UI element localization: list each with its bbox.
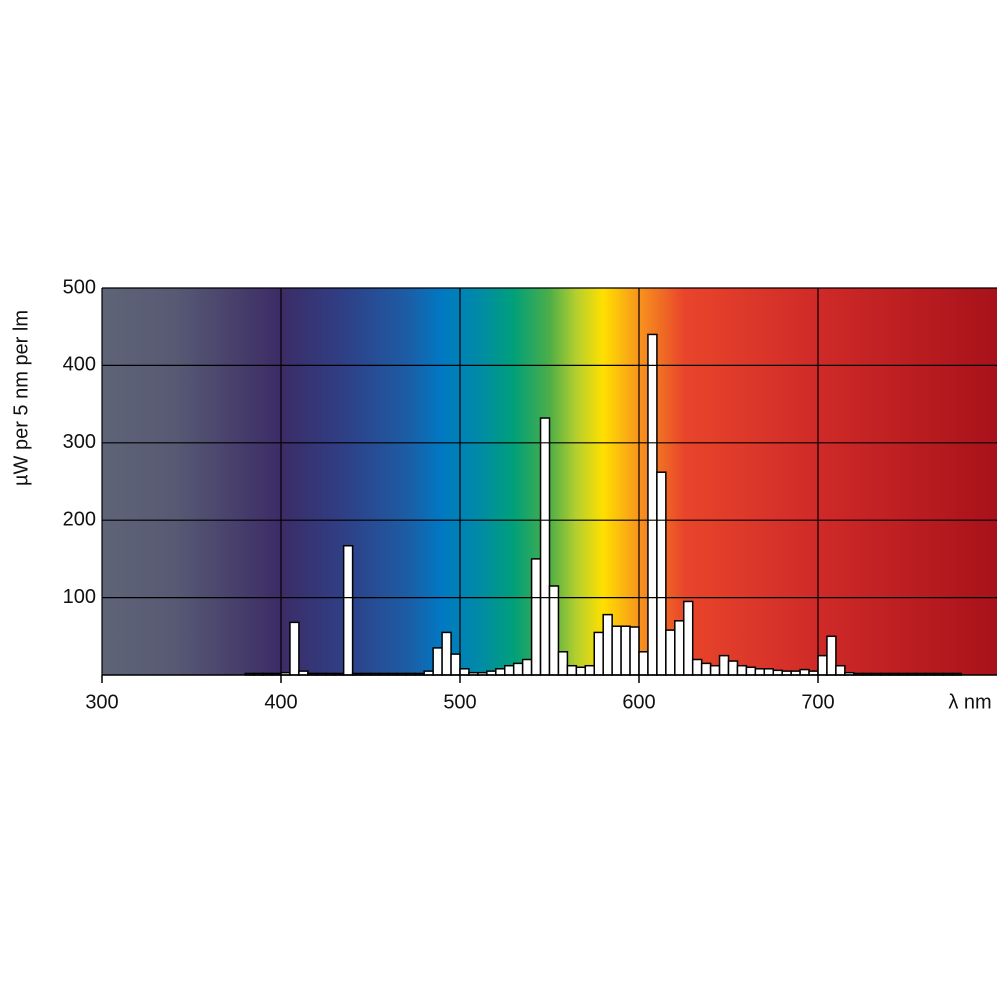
bar <box>727 660 739 676</box>
x-tick-label: 400 <box>264 691 297 713</box>
bar <box>557 651 569 676</box>
bar <box>718 654 730 676</box>
bar <box>441 631 452 676</box>
bar <box>745 666 757 676</box>
bar <box>835 664 846 676</box>
bar <box>289 621 300 676</box>
bar <box>548 585 560 676</box>
bar <box>754 668 766 676</box>
bar <box>521 658 533 676</box>
bar <box>709 664 721 676</box>
y-tick-label: 300 <box>63 431 96 453</box>
bar <box>566 664 578 676</box>
bar <box>512 662 524 676</box>
bar <box>799 668 810 676</box>
bar <box>665 629 676 676</box>
bar <box>539 417 551 676</box>
bar <box>504 664 515 676</box>
bar <box>602 613 613 676</box>
bar <box>674 620 685 676</box>
bar <box>638 651 649 676</box>
bar <box>459 668 470 676</box>
bar <box>647 333 658 676</box>
y-tick-label: 200 <box>63 508 96 530</box>
bar <box>826 635 837 676</box>
x-tick-label: 300 <box>85 691 118 713</box>
bar <box>691 658 703 676</box>
x-tick-label: 700 <box>801 691 834 713</box>
bar <box>611 625 622 676</box>
bar <box>817 654 828 676</box>
x-tick-label: 500 <box>443 691 476 713</box>
y-tick-label: 500 <box>63 276 96 298</box>
bar <box>683 600 694 676</box>
bar <box>736 664 748 676</box>
bar <box>620 625 631 676</box>
y-axis-label: µW per 5 nm per lm <box>10 310 32 486</box>
bar <box>575 666 587 676</box>
bar <box>432 647 443 676</box>
bar <box>763 668 774 676</box>
bar <box>584 664 595 676</box>
bar <box>656 471 667 676</box>
bar <box>700 662 712 676</box>
x-tick-label: 600 <box>622 691 655 713</box>
bar <box>629 626 640 676</box>
bar <box>530 558 542 676</box>
bar <box>342 544 354 676</box>
x-axis-label: λ nm <box>948 691 991 713</box>
y-tick-label: 100 <box>63 586 96 608</box>
bar <box>450 653 461 676</box>
y-tick-label: 400 <box>63 354 96 376</box>
bar <box>593 631 604 676</box>
bar <box>495 668 506 676</box>
